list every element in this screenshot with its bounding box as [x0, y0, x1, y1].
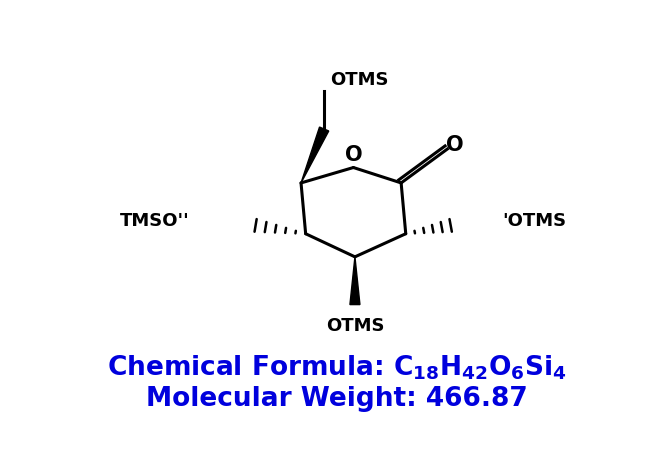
Text: 'OTMS: 'OTMS — [502, 212, 566, 230]
Text: O: O — [446, 135, 464, 155]
Text: Molecular Weight: 466.87: Molecular Weight: 466.87 — [146, 386, 528, 412]
Polygon shape — [301, 127, 329, 183]
Polygon shape — [350, 257, 360, 304]
Text: Chemical Formula: $\mathbf{C_{18}H_{42}O_{6}Si_{4}}$: Chemical Formula: $\mathbf{C_{18}H_{42}O… — [107, 354, 567, 382]
Text: OTMS: OTMS — [330, 71, 389, 89]
Text: O: O — [345, 145, 362, 165]
Text: TMSO'': TMSO'' — [120, 212, 190, 230]
Text: OTMS: OTMS — [326, 317, 384, 335]
